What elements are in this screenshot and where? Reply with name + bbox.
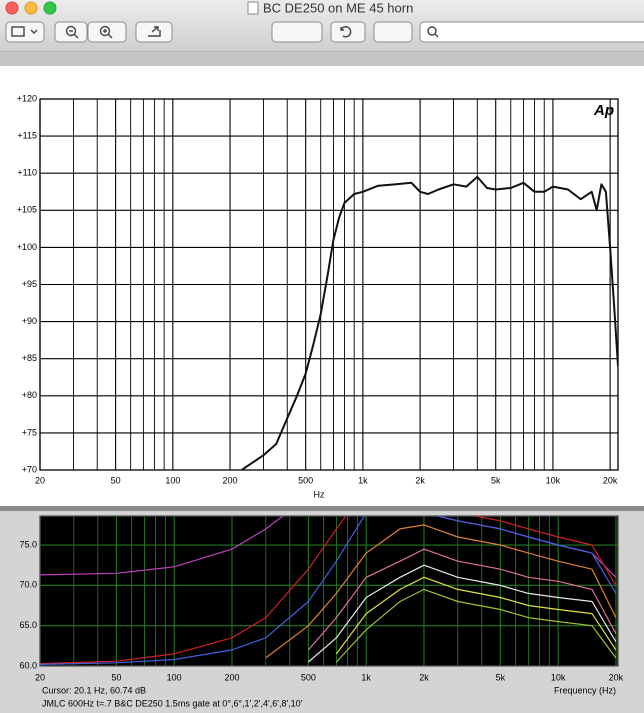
y-tick-label: +85 [22,353,37,363]
x-tick-label: 20k [609,672,624,682]
x-axis-label: Hz [314,489,325,499]
y-tick-label: +90 [22,316,37,326]
series-group [241,175,618,470]
search-field[interactable] [419,21,644,43]
zoom-in-button[interactable] [87,21,127,43]
x-tick-label: 5k [496,672,506,682]
x-axis-label: Frequency (Hz) [554,685,616,695]
plot-border [39,515,619,667]
data-line [308,564,617,663]
x-tick-label: 500 [298,475,313,485]
data-line [307,548,617,651]
y-tick-label: 60.0 [19,660,37,670]
x-tick-label: 200 [224,672,239,682]
measurement-caption: JMLC 600Hz t=.7 B&C DE250 1.5ms gate at … [42,698,303,708]
x-tick-label: 2k [415,475,425,485]
y-tick-label: +70 [22,464,37,474]
y-tick-label: 65.0 [19,620,37,630]
image-separator [0,506,644,511]
rotate-button[interactable] [330,21,366,43]
y-tick-label: +115 [17,130,37,140]
data-line [265,524,617,659]
y-tick-label: +95 [22,279,37,289]
cursor-readout: Cursor: 20.1 Hz, 60.74 dB [42,685,146,695]
toolbar-icons [11,25,439,39]
x-tick-label: 1k [361,672,371,682]
x-tick-label: 5k [491,475,501,485]
plot-border [39,98,619,471]
x-tick-label: 20k [603,475,618,485]
y-tick-label: +105 [17,205,37,215]
close-button[interactable] [5,1,19,15]
x-tick-label: 2k [419,672,429,682]
data-line [40,516,617,665]
zoom-button[interactable] [43,1,57,15]
toolbar-buttons [5,21,644,43]
series-group [40,516,617,665]
x-tick-label: 20 [35,475,45,485]
y-tick-label: +120 [17,93,37,103]
x-tick-label: 10k [546,475,561,485]
data-line [335,576,617,655]
minimize-button[interactable] [24,1,38,15]
y-tick-label: +80 [22,390,37,400]
x-tick-label: 200 [223,475,238,485]
y-tick-label: +100 [17,242,37,252]
toolbar-shadow [0,53,644,66]
y-tick-label: +110 [17,168,37,178]
x-tick-label: 50 [111,672,121,682]
x-tick-label: 20 [35,672,45,682]
data-line [335,588,617,663]
logo: Ap [593,102,614,119]
y-tick-label: 70.0 [19,580,37,590]
x-tick-label: 100 [165,475,180,485]
data-line [40,516,617,665]
x-tick-label: 1k [358,475,368,485]
y-tick-label: 75.0 [19,539,37,549]
window-title: BC DE250 on ME 45 horn [263,0,413,15]
x-tick-label: 100 [167,672,182,682]
edit-button[interactable] [373,21,413,43]
x-tick-label: 50 [111,475,121,485]
share-button[interactable] [135,21,173,43]
annotate-button[interactable] [271,21,323,43]
zoom-out-button[interactable] [54,21,88,43]
x-tick-label: 10k [551,672,566,682]
y-tick-label: +75 [22,427,37,437]
document-icon [247,1,259,15]
data-line [241,175,618,470]
x-tick-label: 500 [301,672,316,682]
